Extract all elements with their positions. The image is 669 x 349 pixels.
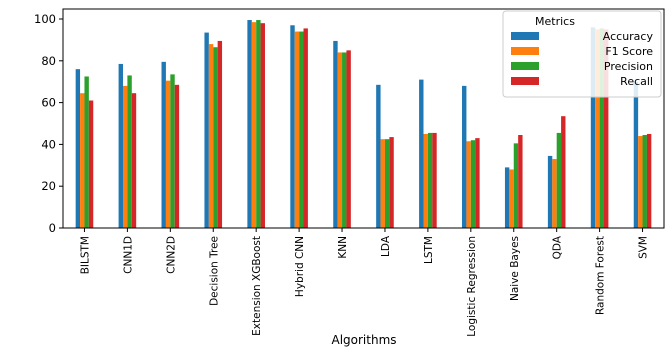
bar-accuracy-decision-tree [204, 32, 209, 228]
bar-accuracy-lstm [419, 79, 424, 228]
bar-accuracy-qda [547, 155, 553, 228]
x-category-label: Decision Tree [208, 236, 220, 306]
bar-recall-lda [389, 137, 394, 228]
bar-accuracy-random-forest [590, 27, 596, 228]
legend-swatch [511, 62, 539, 70]
bar-accuracy-svm [633, 81, 639, 228]
bar-accuracy-bilstm [75, 69, 81, 228]
ticks-layer: 0 20 40 60 80 100 [34, 12, 63, 235]
bar-recall-cnn2d [174, 84, 180, 228]
y-tick-label: 20 [41, 179, 56, 193]
legend-swatch [511, 47, 539, 55]
legend-entry: Precision [604, 60, 653, 73]
bar-precision-naive-bayes [513, 143, 519, 228]
bar-f1-score-cnn1d [122, 85, 128, 228]
bar-accuracy-cnn1d [118, 63, 123, 228]
bar-f1-score-bilstm [80, 93, 85, 228]
bar-f1-score-lda [380, 139, 385, 228]
bar-f1-score-hybrid-cnn [294, 31, 300, 228]
x-category-label: Naive Bayes [509, 236, 521, 301]
bar-recall-naive-bayes [518, 135, 523, 228]
x-category-label: CNN2D [165, 236, 177, 274]
bar-f1-score-svm [638, 136, 643, 228]
legend: Metrics Accuracy F1 Score Precision Recall [502, 10, 662, 98]
bar-accuracy-naive-bayes [504, 167, 510, 228]
legend-entry: Recall [620, 75, 653, 88]
bar-accuracy-cnn2d [161, 61, 166, 229]
x-category-label: SVM [638, 236, 650, 259]
legend-entry: Accuracy [603, 30, 654, 43]
bar-precision-hybrid-cnn [299, 31, 304, 228]
x-category-label: QDA [552, 235, 564, 259]
bar-precision-lstm [427, 132, 433, 228]
bar-recall-logistic-regression [475, 138, 480, 228]
bar-accuracy-hybrid-cnn [290, 25, 295, 228]
bar-recall-knn [346, 50, 351, 228]
x-category-label: Random Forest [595, 236, 607, 315]
x-category-label: CNN1D [122, 236, 134, 274]
plot-frame [62, 8, 665, 229]
bar-f1-score-decision-tree [208, 44, 214, 228]
bar-f1-score-naive-bayes [509, 169, 514, 228]
bar-recall-lstm [432, 132, 437, 228]
bar-recall-cnn1d [131, 93, 137, 228]
y-tick-label: 60 [41, 96, 56, 110]
bar-f1-score-qda [552, 159, 557, 228]
bar-f1-score-logistic-regression [466, 141, 471, 228]
x-category-label: LSTM [423, 236, 435, 264]
bar-accuracy-lda [376, 84, 381, 228]
x-category-label: Extension XGBoost [251, 236, 263, 336]
x-category-label: BILSTM [79, 236, 91, 274]
bar-precision-random-forest [599, 28, 605, 228]
bar-precision-decision-tree [213, 47, 218, 228]
y-tick-label: 0 [49, 221, 56, 235]
y-tick-label: 100 [34, 12, 56, 26]
x-category-label: KNN [337, 236, 349, 259]
bar-recall-extension-xgboost [260, 23, 265, 229]
axes-layer [62, 8, 665, 229]
bar-precision-svm [642, 135, 647, 228]
bar-f1-score-random-forest [595, 29, 600, 229]
legend-box [502, 10, 662, 98]
legend-swatch [511, 32, 539, 40]
bar-precision-qda [556, 132, 562, 228]
bar-precision-cnn1d [127, 75, 132, 229]
x-category-label: Logistic Regression [466, 236, 478, 337]
bar-recall-hybrid-cnn [303, 28, 308, 228]
x-category-label: Hybrid CNN [294, 236, 306, 297]
category-labels: BILSTM CNN1D CNN2D Decision Tree Extension X… [79, 228, 650, 337]
bar-precision-logistic-regression [470, 140, 476, 228]
y-tick-label: 40 [41, 137, 56, 151]
bar-f1-score-cnn2d [165, 80, 171, 228]
bar-precision-bilstm [84, 76, 89, 228]
bar-f1-score-knn [337, 52, 343, 228]
bar-recall-random-forest [604, 29, 609, 229]
y-tick-label: 80 [41, 54, 56, 68]
bar-precision-knn [342, 52, 347, 228]
legend-title: Metrics [535, 15, 575, 28]
bar-precision-extension-xgboost [256, 20, 261, 228]
bar-accuracy-extension-xgboost [247, 20, 252, 228]
legend-entry: F1 Score [605, 45, 653, 58]
bar-recall-bilstm [88, 100, 94, 228]
bar-f1-score-lstm [423, 133, 428, 228]
bar-recall-qda [561, 116, 566, 228]
bar-accuracy-knn [333, 40, 338, 228]
bar-recall-svm [646, 133, 652, 228]
bar-accuracy-logistic-regression [462, 85, 467, 228]
legend-swatch [511, 77, 539, 85]
bar-precision-lda [384, 139, 390, 228]
x-category-label: LDA [380, 235, 392, 257]
bars-layer [75, 20, 652, 229]
bar-recall-decision-tree [217, 40, 223, 228]
x-axis-title: Algorithms [331, 333, 396, 347]
bar-f1-score-extension-xgboost [251, 22, 257, 228]
bar-precision-cnn2d [170, 74, 175, 228]
